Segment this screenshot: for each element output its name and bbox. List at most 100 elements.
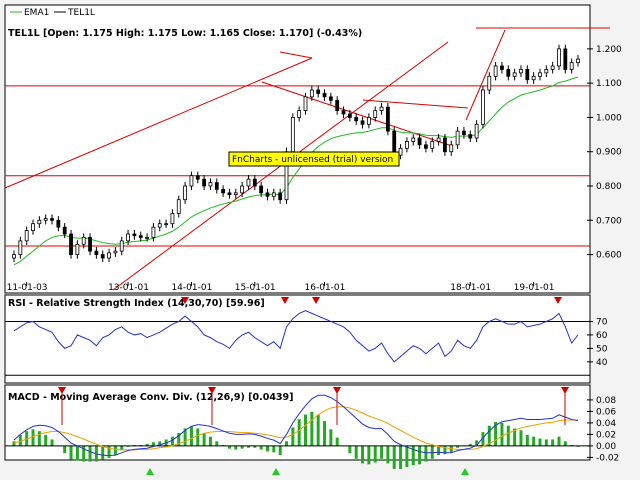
macd-histogram-bar <box>113 445 117 456</box>
candle <box>443 133 447 156</box>
candle-body <box>487 75 492 91</box>
candle <box>100 250 105 263</box>
candle <box>303 92 308 115</box>
candle <box>43 214 48 225</box>
candle <box>455 127 460 149</box>
macd-histogram-bar <box>297 419 301 446</box>
candle-body <box>316 89 321 94</box>
y-tick-label: 0.04 <box>596 419 616 429</box>
macd-histogram-bar <box>411 445 415 466</box>
macd-histogram-bar <box>158 441 162 446</box>
y-tick-label: 0.08 <box>596 396 616 406</box>
macd-histogram-bar <box>424 445 428 462</box>
macd-histogram-bar <box>265 445 269 452</box>
macd-histogram-bar <box>538 438 542 446</box>
candle-body <box>107 252 111 259</box>
candle <box>176 195 181 218</box>
macd-histogram-bar <box>284 441 288 446</box>
macd-histogram-bar <box>183 428 187 446</box>
candle <box>221 185 226 197</box>
candle <box>417 133 422 149</box>
sell-arrow <box>561 387 569 394</box>
candle-body <box>404 141 409 149</box>
candle-body <box>202 178 207 187</box>
y-tick-label: 0.800 <box>596 182 622 192</box>
candle-body <box>195 175 200 180</box>
candle <box>430 137 435 153</box>
candle <box>75 240 80 259</box>
candle <box>557 44 561 71</box>
candle-body <box>18 240 23 255</box>
sell-arrow <box>181 297 189 304</box>
candle-body <box>544 69 549 74</box>
y-tick-label: 0.600 <box>596 251 622 261</box>
watermark: FnCharts - unlicensed (trial) version <box>228 151 400 167</box>
candle-body <box>563 48 568 70</box>
candle-body <box>538 72 542 77</box>
y-tick-label: 70 <box>596 317 608 327</box>
candle-body <box>424 144 428 149</box>
macd-histogram-bar <box>405 445 409 468</box>
signal-arrows <box>58 297 569 475</box>
candle-body <box>531 75 536 81</box>
candle <box>138 231 143 242</box>
x-tick-label: 16-01-01 <box>305 283 346 293</box>
macd-histogram-bar <box>246 445 250 448</box>
candle-body <box>569 62 574 70</box>
candle <box>113 247 118 257</box>
macd-line <box>13 394 579 457</box>
candle-body <box>347 113 352 118</box>
macd-histogram-bar <box>202 433 206 446</box>
buy-arrow <box>146 468 154 475</box>
candle-body <box>449 144 454 153</box>
macd-histogram-bar <box>75 445 79 461</box>
macd-histogram-bar <box>240 445 244 449</box>
macd-histogram-bar <box>227 445 231 449</box>
sell-arrow <box>554 297 562 304</box>
candle-body <box>62 226 67 235</box>
candle-body <box>119 240 124 252</box>
macd-histogram-bar <box>481 432 485 446</box>
candle <box>563 44 568 74</box>
macd-histogram-bar <box>177 433 181 446</box>
trendline <box>261 81 453 147</box>
sell-arrow <box>208 387 216 394</box>
price-chart-title: TEL1L [Open: 1.175 High: 1.175 Low: 1.16… <box>8 28 362 39</box>
macd-histogram-bar <box>50 439 54 446</box>
macd-histogram-bar <box>506 425 510 446</box>
x-tick-label: 15-01-01 <box>235 283 276 293</box>
candle-body <box>31 223 35 231</box>
candle-body <box>176 199 181 214</box>
candle <box>246 175 251 191</box>
macd-chart-title: MACD - Moving Average Conv. Div. (12,26,… <box>8 392 294 403</box>
candle <box>259 181 264 197</box>
candle-body <box>75 243 80 255</box>
candle <box>379 103 384 115</box>
macd-histogram-bar <box>418 445 422 465</box>
macd-histogram-bar <box>354 445 358 459</box>
candle <box>107 248 111 263</box>
macd-histogram-bar <box>532 436 536 446</box>
macd-histogram-bar <box>329 429 333 446</box>
macd-histogram-bar <box>304 414 308 446</box>
macd-histogram-bar <box>151 442 155 446</box>
macd-histogram-bar <box>278 445 282 456</box>
macd-histogram-bar <box>361 445 365 464</box>
x-tick-label: 11-01-03 <box>7 283 48 293</box>
y-tick-label: 60 <box>596 331 608 341</box>
candle <box>119 236 124 256</box>
sell-arrow <box>312 297 320 304</box>
candle-body <box>443 137 447 153</box>
candle <box>468 130 473 143</box>
rsi-series <box>5 310 590 376</box>
candle-body <box>183 185 188 201</box>
signal-line <box>13 406 578 451</box>
y-tick-label: 0.06 <box>596 407 616 417</box>
candle-body <box>189 175 194 187</box>
macd-histogram-bar <box>145 444 149 446</box>
candle <box>411 133 416 146</box>
buy-arrow <box>272 468 280 475</box>
macd-histogram-bar <box>494 421 498 446</box>
macd-histogram-bar <box>500 422 504 446</box>
macd-histogram-bar <box>44 434 48 446</box>
